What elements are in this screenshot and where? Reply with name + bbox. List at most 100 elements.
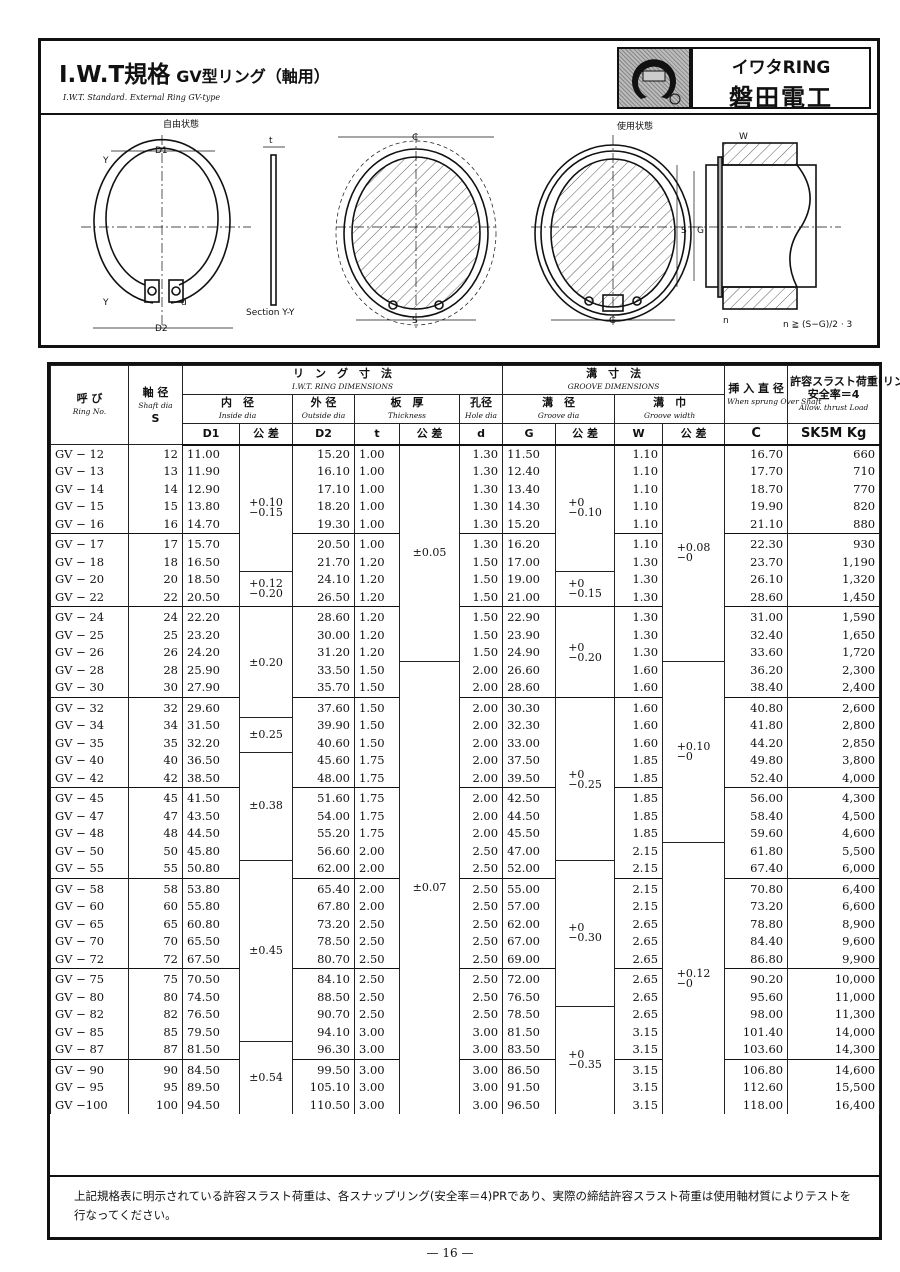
cell-shaft-dia: 12 bbox=[128, 444, 183, 463]
table-row: GV − 85 85 79.50 94.10 3.00 3.00 81.50 3.15 101.… bbox=[50, 1023, 881, 1041]
cell-thickness: 1.20 bbox=[354, 606, 400, 627]
header-symbol-d: d bbox=[458, 423, 504, 446]
cell-ring-no: GV − 42 bbox=[50, 769, 129, 788]
cell-thrust-load: 4,000 bbox=[787, 769, 881, 788]
cell-d1: 25.90 bbox=[182, 661, 240, 679]
cell-d2: 84.10 bbox=[292, 968, 355, 989]
cell-groove-dia: 28.60 bbox=[502, 679, 557, 697]
cell-groove-width: 2.65 bbox=[614, 950, 664, 969]
cell-hole-dia: 1.30 bbox=[458, 533, 504, 554]
cell-groove-width: 1.30 bbox=[614, 588, 664, 607]
cell-d1: 18.50 bbox=[182, 571, 240, 589]
cell-shaft-dia: 42 bbox=[128, 769, 183, 788]
cell-hole-dia: 2.00 bbox=[458, 825, 504, 843]
cell-groove-dia: 39.50 bbox=[502, 769, 557, 788]
cell-hole-dia: 2.00 bbox=[458, 752, 504, 770]
cell-when-sprung: 73.20 bbox=[724, 898, 789, 916]
cell-groove-dia: 78.50 bbox=[502, 1006, 557, 1024]
cell-d1: 14.70 bbox=[182, 515, 240, 534]
cell-hole-dia: 3.00 bbox=[458, 1023, 504, 1041]
cell-shaft-dia: 28 bbox=[128, 661, 183, 679]
cell-groove-dia: 52.00 bbox=[502, 860, 557, 878]
cell-thickness: 3.00 bbox=[354, 1096, 400, 1114]
cell-ring-no: GV − 80 bbox=[50, 988, 129, 1006]
ring-over-shaft-drawing bbox=[335, 133, 497, 330]
cell-when-sprung: 31.00 bbox=[724, 606, 789, 627]
cell-thickness: 2.00 bbox=[354, 842, 400, 860]
cell-d2: 18.20 bbox=[292, 498, 355, 516]
used-state-label: 使用状態 bbox=[617, 120, 653, 132]
cell-groove-width: 2.65 bbox=[614, 988, 664, 1006]
cell-d1: 16.50 bbox=[182, 553, 240, 571]
table-row: GV − 32 32 29.60 37.60 1.50 2.00 30.30 +0 −0.25 1… bbox=[50, 696, 881, 860]
cell-groove-dia: 72.00 bbox=[502, 968, 557, 989]
cell-ring-no: GV − 82 bbox=[50, 1006, 129, 1024]
cell-groove-dia: 62.00 bbox=[502, 915, 557, 933]
cell-ring-no: GV − 30 bbox=[50, 679, 129, 697]
title-sub: GV型リング（軸用） bbox=[176, 67, 330, 86]
cell-hole-dia: 3.00 bbox=[458, 1079, 504, 1097]
cell-ring-no: GV − 72 bbox=[50, 950, 129, 969]
cell-groove-dia: 15.20 bbox=[502, 515, 557, 534]
cell-groove-width: 1.85 bbox=[614, 825, 664, 843]
cell-d2: 37.60 bbox=[292, 696, 355, 717]
cell-ring-no: GV − 85 bbox=[50, 1023, 129, 1041]
cell-shaft-dia: 85 bbox=[128, 1023, 183, 1041]
cell-hole-dia: 2.50 bbox=[458, 898, 504, 916]
cell-hole-dia: 2.50 bbox=[458, 1006, 504, 1024]
cell-groove-dia: 96.50 bbox=[502, 1096, 557, 1114]
cell-groove-dia: 76.50 bbox=[502, 988, 557, 1006]
cell-thickness: 1.20 bbox=[354, 626, 400, 644]
table-row: GV −100 100 94.50 110.50 3.00 3.00 96.50 3.15 11… bbox=[50, 1096, 881, 1114]
header-symbol-d1-tol: 公 差 bbox=[239, 423, 293, 446]
cell-shaft-dia: 90 bbox=[128, 1058, 183, 1079]
header-symbol-w-tol: 公 差 bbox=[662, 423, 726, 446]
cell-d2: 96.30 bbox=[292, 1041, 355, 1059]
d-label: d bbox=[181, 298, 187, 308]
w-label: W bbox=[739, 132, 748, 142]
cell-d2: 54.00 bbox=[292, 807, 355, 825]
cell-thrust-load: 6,400 bbox=[787, 877, 881, 898]
cell-d1: 15.70 bbox=[182, 533, 240, 554]
cell-groove-dia: 24.90 bbox=[502, 644, 557, 662]
table-row: GV − 15 15 13.80 18.20 1.00 1.30 14.30 1.10 19.9… bbox=[50, 498, 881, 516]
cell-when-sprung: 19.90 bbox=[724, 498, 789, 516]
cell-thickness: 1.75 bbox=[354, 769, 400, 788]
table-row: GV − 87 87 81.50 ±0.54 96.30 3.00 3.00 83.50 3.1… bbox=[50, 1040, 881, 1114]
cell-ring-no: GV − 87 bbox=[50, 1041, 129, 1059]
cell-hole-dia: 3.00 bbox=[458, 1041, 504, 1059]
cell-thrust-load: 1,650 bbox=[787, 626, 881, 644]
cell-when-sprung: 90.20 bbox=[724, 968, 789, 989]
cell-thrust-load: 14,000 bbox=[787, 1023, 881, 1041]
header-groove-dimensions: 溝 寸 法 GROOVE DIMENSIONS bbox=[502, 365, 726, 395]
c-label: C bbox=[412, 133, 418, 143]
y-label-top: Y bbox=[102, 156, 109, 166]
cell-when-sprung: 118.00 bbox=[724, 1096, 789, 1114]
cell-when-sprung: 58.40 bbox=[724, 807, 789, 825]
cell-d2: 99.50 bbox=[292, 1058, 355, 1079]
cell-d1: 65.50 bbox=[182, 933, 240, 951]
cell-when-sprung: 106.80 bbox=[724, 1058, 789, 1079]
cell-groove-dia: 30.30 bbox=[502, 696, 557, 717]
cell-groove-width: 1.60 bbox=[614, 661, 664, 679]
cell-shaft-dia: 75 bbox=[128, 968, 183, 989]
cell-groove-dia: 26.60 bbox=[502, 661, 557, 679]
header-inside-dia: 内 径 Inside dia bbox=[182, 394, 293, 424]
cell-groove-dia: 32.30 bbox=[502, 717, 557, 735]
cell-thrust-load: 2,600 bbox=[787, 696, 881, 717]
cell-groove-dia: 12.40 bbox=[502, 463, 557, 481]
cell-when-sprung: 67.40 bbox=[724, 860, 789, 878]
cell-groove-dia: 45.50 bbox=[502, 825, 557, 843]
cell-shaft-dia: 87 bbox=[128, 1041, 183, 1059]
cell-groove-width: 1.60 bbox=[614, 696, 664, 717]
cell-d1: 12.90 bbox=[182, 480, 240, 498]
cell-thickness: 1.00 bbox=[354, 533, 400, 554]
cell-ring-no: GV − 16 bbox=[50, 515, 129, 534]
cell-groove-width: 1.60 bbox=[614, 734, 664, 752]
cell-thrust-load: 16,400 bbox=[787, 1096, 881, 1114]
cell-d1: 41.50 bbox=[182, 787, 240, 808]
cell-ring-no: GV − 15 bbox=[50, 498, 129, 516]
cell-when-sprung: 17.70 bbox=[724, 463, 789, 481]
cell-thrust-load: 660 bbox=[787, 444, 881, 463]
cell-d1: 23.20 bbox=[182, 626, 240, 644]
